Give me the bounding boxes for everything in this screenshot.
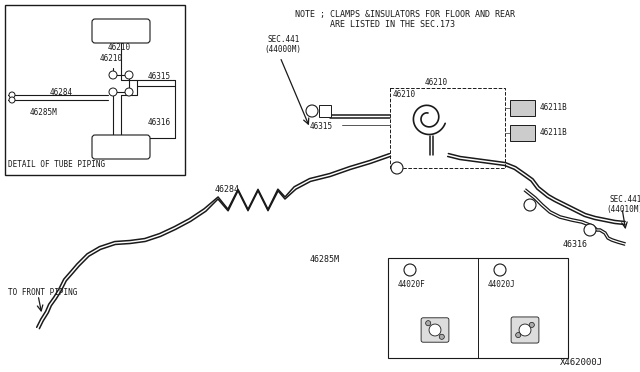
- Text: 46315: 46315: [148, 72, 171, 81]
- Bar: [319, 105, 331, 117]
- Text: 46285M: 46285M: [30, 108, 58, 117]
- FancyBboxPatch shape: [92, 19, 150, 43]
- Bar: [388, 258, 568, 358]
- Circle shape: [439, 334, 444, 339]
- Bar: [510, 125, 535, 141]
- Text: 46210: 46210: [393, 90, 416, 99]
- Text: DETAIL OF TUBE PIPING: DETAIL OF TUBE PIPING: [8, 160, 105, 169]
- Text: b: b: [310, 109, 314, 115]
- Text: c: c: [588, 228, 592, 234]
- FancyBboxPatch shape: [511, 317, 539, 343]
- Circle shape: [109, 88, 117, 96]
- Text: 46315: 46315: [310, 122, 333, 131]
- Text: 46210: 46210: [100, 54, 123, 63]
- Text: 46210: 46210: [108, 43, 131, 52]
- Circle shape: [9, 97, 15, 103]
- Text: 44020J: 44020J: [488, 280, 516, 289]
- Circle shape: [125, 88, 133, 96]
- Text: 46211B: 46211B: [540, 128, 568, 137]
- Text: 44020F: 44020F: [398, 280, 426, 289]
- Circle shape: [404, 264, 416, 276]
- FancyBboxPatch shape: [421, 318, 449, 342]
- Circle shape: [516, 333, 521, 338]
- Bar: [390, 88, 505, 168]
- Text: (44010M): (44010M): [606, 205, 640, 214]
- Circle shape: [524, 199, 536, 211]
- Text: a: a: [395, 166, 399, 172]
- Text: (44000M): (44000M): [264, 45, 301, 54]
- Text: 46285M: 46285M: [310, 255, 340, 264]
- Text: X462000J: X462000J: [560, 358, 603, 367]
- Text: SEC.441: SEC.441: [268, 35, 300, 44]
- Circle shape: [584, 224, 596, 236]
- Circle shape: [306, 105, 318, 117]
- Text: 46284: 46284: [215, 185, 240, 194]
- Text: 46316: 46316: [563, 240, 588, 249]
- Text: 46316: 46316: [148, 118, 171, 127]
- Circle shape: [429, 324, 441, 336]
- Circle shape: [519, 324, 531, 336]
- FancyBboxPatch shape: [92, 135, 150, 159]
- Text: SEC.441: SEC.441: [610, 195, 640, 204]
- Text: TO FRONT PIPING: TO FRONT PIPING: [8, 288, 77, 297]
- Text: a: a: [528, 203, 532, 209]
- Text: b: b: [498, 268, 502, 274]
- Circle shape: [494, 264, 506, 276]
- Bar: [510, 100, 535, 116]
- Circle shape: [109, 71, 117, 79]
- Circle shape: [125, 71, 133, 79]
- Text: 46210: 46210: [425, 78, 448, 87]
- Text: ARE LISTED IN THE SEC.173: ARE LISTED IN THE SEC.173: [295, 20, 455, 29]
- Text: 46211B: 46211B: [540, 103, 568, 112]
- Text: a: a: [408, 268, 412, 274]
- Circle shape: [9, 92, 15, 98]
- Bar: [5, 5, 185, 175]
- Circle shape: [529, 323, 534, 327]
- Circle shape: [391, 162, 403, 174]
- Text: 46284: 46284: [50, 88, 73, 97]
- Text: NOTE ; CLAMPS &INSULATORS FOR FLOOR AND REAR: NOTE ; CLAMPS &INSULATORS FOR FLOOR AND …: [295, 10, 515, 19]
- Circle shape: [426, 321, 431, 326]
